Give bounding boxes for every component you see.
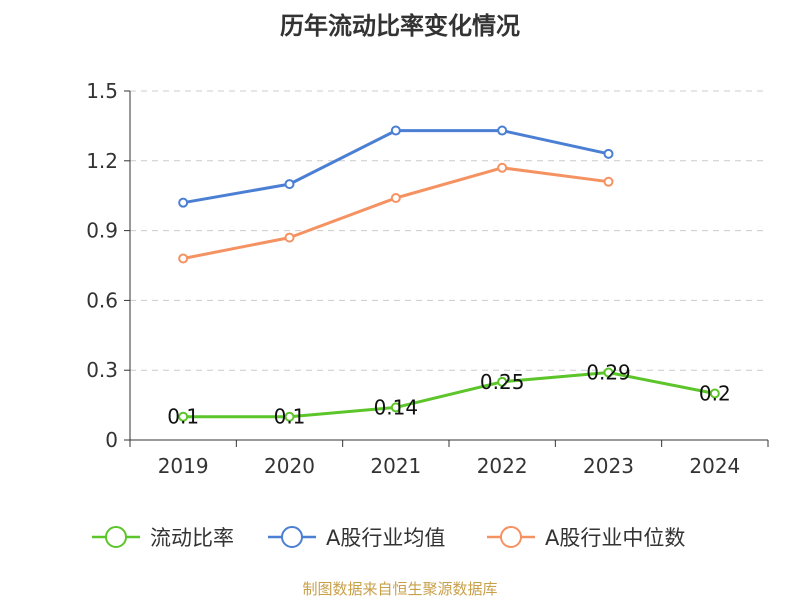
data-point bbox=[497, 125, 508, 136]
y-tick-label: 0.6 bbox=[86, 288, 118, 312]
data-label: 0.2 bbox=[699, 381, 731, 405]
data-point bbox=[284, 232, 295, 243]
legend-label: 流动比率 bbox=[150, 526, 234, 550]
y-tick-label: 0.9 bbox=[86, 219, 118, 243]
chart-title: 历年流动比率变化情况 bbox=[280, 12, 520, 40]
data-point bbox=[603, 367, 614, 378]
y-tick-label: 1.5 bbox=[86, 79, 118, 103]
data-label: 0.25 bbox=[480, 370, 525, 394]
data-label: 0.14 bbox=[374, 395, 419, 419]
legend-item-0[interactable]: 流动比率 bbox=[92, 526, 234, 550]
data-point bbox=[284, 179, 295, 190]
x-tick-label: 2022 bbox=[477, 454, 528, 478]
data-point bbox=[709, 388, 720, 399]
series-lines bbox=[178, 125, 720, 422]
data-point bbox=[497, 376, 508, 387]
legend-label: A股行业中位数 bbox=[545, 526, 685, 550]
data-point bbox=[603, 148, 614, 159]
y-tick-label: 0 bbox=[105, 428, 118, 452]
data-labels: 0.1 0.1 0.14 0.25 0.29 0.2 bbox=[167, 361, 730, 429]
x-tick-label: 2020 bbox=[264, 454, 315, 478]
legend-item-1[interactable]: A股行业均值 bbox=[268, 526, 445, 550]
x-tick-label: 2024 bbox=[689, 454, 740, 478]
legend-circle-icon bbox=[281, 526, 303, 548]
x-tick-label: 2023 bbox=[583, 454, 634, 478]
data-point bbox=[178, 253, 189, 264]
legend-circle-icon bbox=[105, 526, 127, 548]
legend-circle-icon bbox=[500, 526, 522, 548]
data-point bbox=[390, 125, 401, 136]
data-point bbox=[390, 402, 401, 413]
y-tick-label: 0.3 bbox=[86, 358, 118, 382]
axes: 0 0.3 0.6 0.9 1.2 1.5 2019 2020 2021 2022 2023 2024 bbox=[86, 79, 769, 478]
x-tick-label: 2019 bbox=[158, 454, 209, 478]
grid-lines bbox=[130, 90, 768, 371]
legend-item-2[interactable]: A股行业中位数 bbox=[487, 526, 685, 550]
data-point bbox=[603, 176, 614, 187]
data-point bbox=[390, 193, 401, 204]
data-point bbox=[284, 411, 295, 422]
data-label: 0.1 bbox=[274, 405, 306, 429]
legend-label: A股行业均值 bbox=[326, 526, 445, 550]
legend: 流动比率 A股行业均值 A股行业中位数 bbox=[92, 526, 685, 550]
series-line-0 bbox=[183, 371, 716, 419]
data-label: 0.29 bbox=[586, 361, 631, 385]
data-point bbox=[178, 411, 189, 422]
y-tick-label: 1.2 bbox=[86, 149, 118, 173]
x-tick-label: 2021 bbox=[370, 454, 421, 478]
data-point bbox=[497, 162, 508, 173]
series-line-1 bbox=[182, 129, 609, 205]
data-label: 0.1 bbox=[167, 405, 199, 429]
source-note: 制图数据来自恒生聚源数据库 bbox=[302, 580, 498, 598]
series-line-2 bbox=[182, 166, 609, 260]
data-point bbox=[178, 197, 189, 208]
